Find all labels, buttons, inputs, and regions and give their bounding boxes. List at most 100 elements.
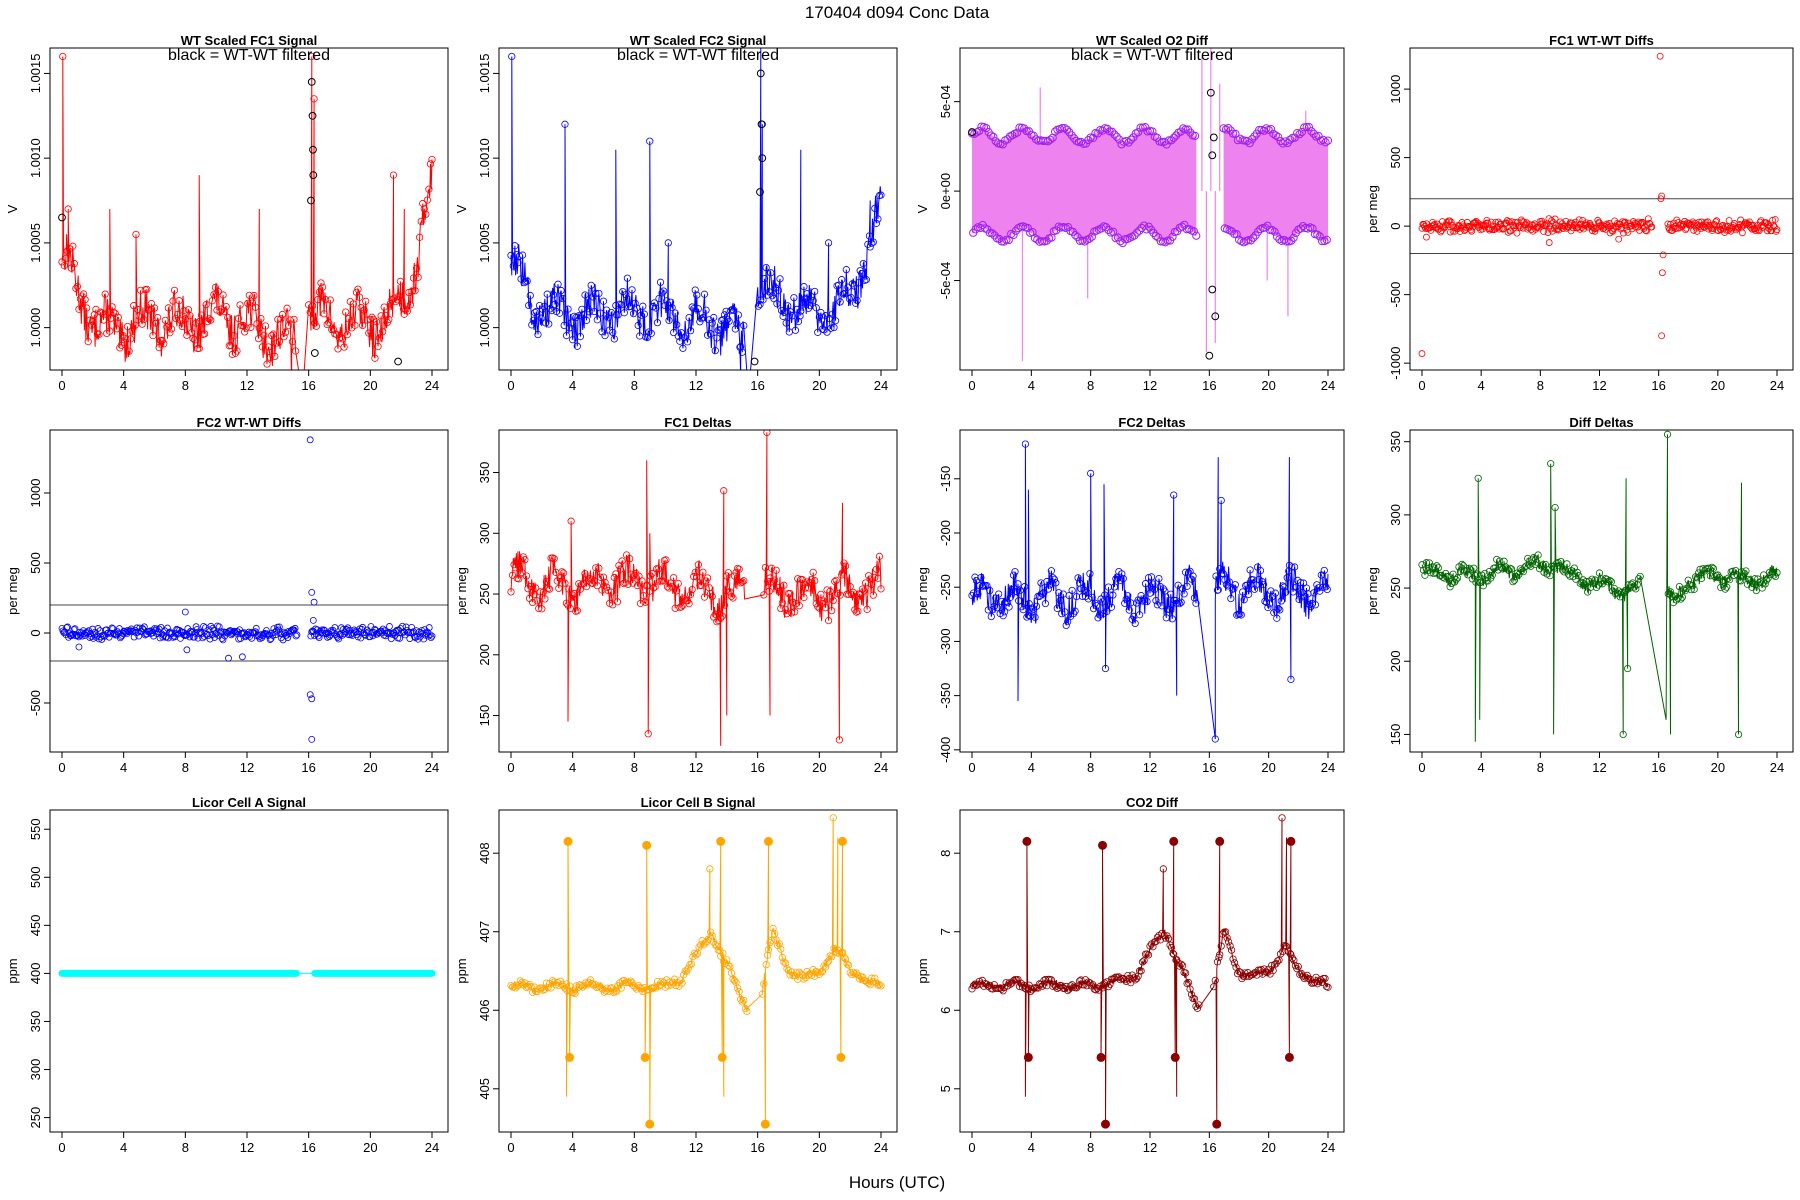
data-point [778, 953, 786, 962]
band-fill-1 [1223, 126, 1328, 243]
data-point [607, 588, 615, 596]
data-point [582, 316, 591, 324]
data-point [1134, 972, 1142, 980]
data-point [1230, 959, 1239, 967]
data-point [769, 924, 777, 932]
data-point [186, 312, 194, 320]
data-point [766, 938, 774, 947]
data-point [855, 279, 863, 287]
y-tick-label: 0e+00 [938, 173, 953, 210]
y-tick-label: -500 [1388, 282, 1403, 308]
data-point-filled [1169, 836, 1179, 846]
x-tick-label: 4 [120, 760, 127, 775]
data-point [59, 52, 67, 61]
data-point [189, 334, 197, 343]
data-point [969, 589, 978, 597]
data-point [1648, 223, 1656, 231]
series-line-fc2_deltas [971, 444, 1329, 740]
data-point [757, 296, 765, 304]
data-point [1510, 576, 1519, 584]
data-point [1011, 568, 1019, 576]
data-point [1232, 230, 1241, 239]
data-point [848, 591, 856, 599]
outlier-point [1657, 195, 1665, 203]
data-point [1127, 599, 1135, 607]
x-tick-label: 16 [1202, 760, 1216, 775]
data-point [507, 588, 515, 596]
data-point [1314, 131, 1323, 140]
data-point [814, 968, 822, 977]
data-point [649, 984, 657, 992]
data-point [1245, 139, 1254, 148]
outlier-point [1658, 332, 1666, 340]
y-tick-label: 500 [28, 866, 43, 888]
data-point [278, 310, 287, 319]
data-point [561, 120, 569, 128]
data-point [1283, 574, 1291, 582]
data-point [1169, 949, 1177, 958]
data-point [1538, 561, 1547, 569]
data-point [1072, 592, 1081, 601]
data-point [820, 597, 828, 605]
data-point [987, 612, 995, 621]
data-point [531, 308, 539, 317]
x-tick-label: 12 [689, 1140, 703, 1155]
data-point [1274, 132, 1283, 142]
data-point [772, 566, 780, 574]
y-tick-label: -300 [938, 628, 953, 654]
data-point [1709, 564, 1717, 573]
data-point [828, 607, 836, 615]
data-point [331, 624, 339, 631]
data-point [616, 565, 625, 573]
data-point [761, 275, 769, 283]
data-point [135, 312, 143, 320]
data-point [167, 325, 176, 333]
data-point [711, 347, 719, 355]
data-point [231, 349, 240, 357]
data-point [1041, 599, 1050, 608]
data-point [1012, 128, 1022, 137]
data-point [670, 328, 678, 337]
data-point [725, 317, 733, 325]
data-point [1119, 575, 1127, 583]
panel-fc1_signal: 0 4 8 12 16 20 24 1.0000 1.0005 1.0010 1.0015 WT Sc… [5, 33, 449, 393]
series-line-co2_diff [971, 817, 1329, 1125]
data-point [89, 318, 97, 326]
data-point [663, 297, 671, 305]
data-point [72, 284, 80, 293]
data-point [1088, 133, 1098, 143]
data-point [1308, 224, 1317, 233]
x-tick-label: 8 [1087, 378, 1094, 393]
data-point [773, 300, 781, 308]
data-point [369, 632, 377, 640]
filtered-marker [750, 357, 759, 366]
data-point [163, 323, 171, 331]
data-point [538, 605, 546, 613]
x-tick-label: 20 [363, 760, 377, 775]
data-point [823, 958, 831, 967]
data-point [986, 131, 996, 140]
data-point [1546, 572, 1554, 580]
x-tick-label: 0 [968, 378, 975, 393]
data-point [812, 304, 820, 312]
data-point [666, 579, 675, 587]
data-point-filled [565, 1052, 575, 1062]
data-point [587, 281, 595, 289]
data-point [1192, 599, 1200, 607]
data-point [1159, 585, 1167, 593]
data-point [71, 625, 79, 633]
data-point [340, 343, 348, 351]
data-point [1739, 573, 1747, 581]
plot-area-fc2_wtwt [50, 436, 448, 743]
data-point [197, 311, 206, 319]
data-point [103, 630, 111, 637]
data-point [1721, 585, 1729, 593]
y-tick-label: 5 [938, 1085, 953, 1092]
data-point [650, 983, 658, 991]
data-point [1159, 865, 1167, 873]
data-point [1214, 586, 1222, 594]
x-tick-label: 12 [1143, 378, 1157, 393]
data-point [1134, 128, 1143, 137]
data-point [627, 570, 635, 578]
y-tick-label: 350 [1388, 431, 1403, 453]
